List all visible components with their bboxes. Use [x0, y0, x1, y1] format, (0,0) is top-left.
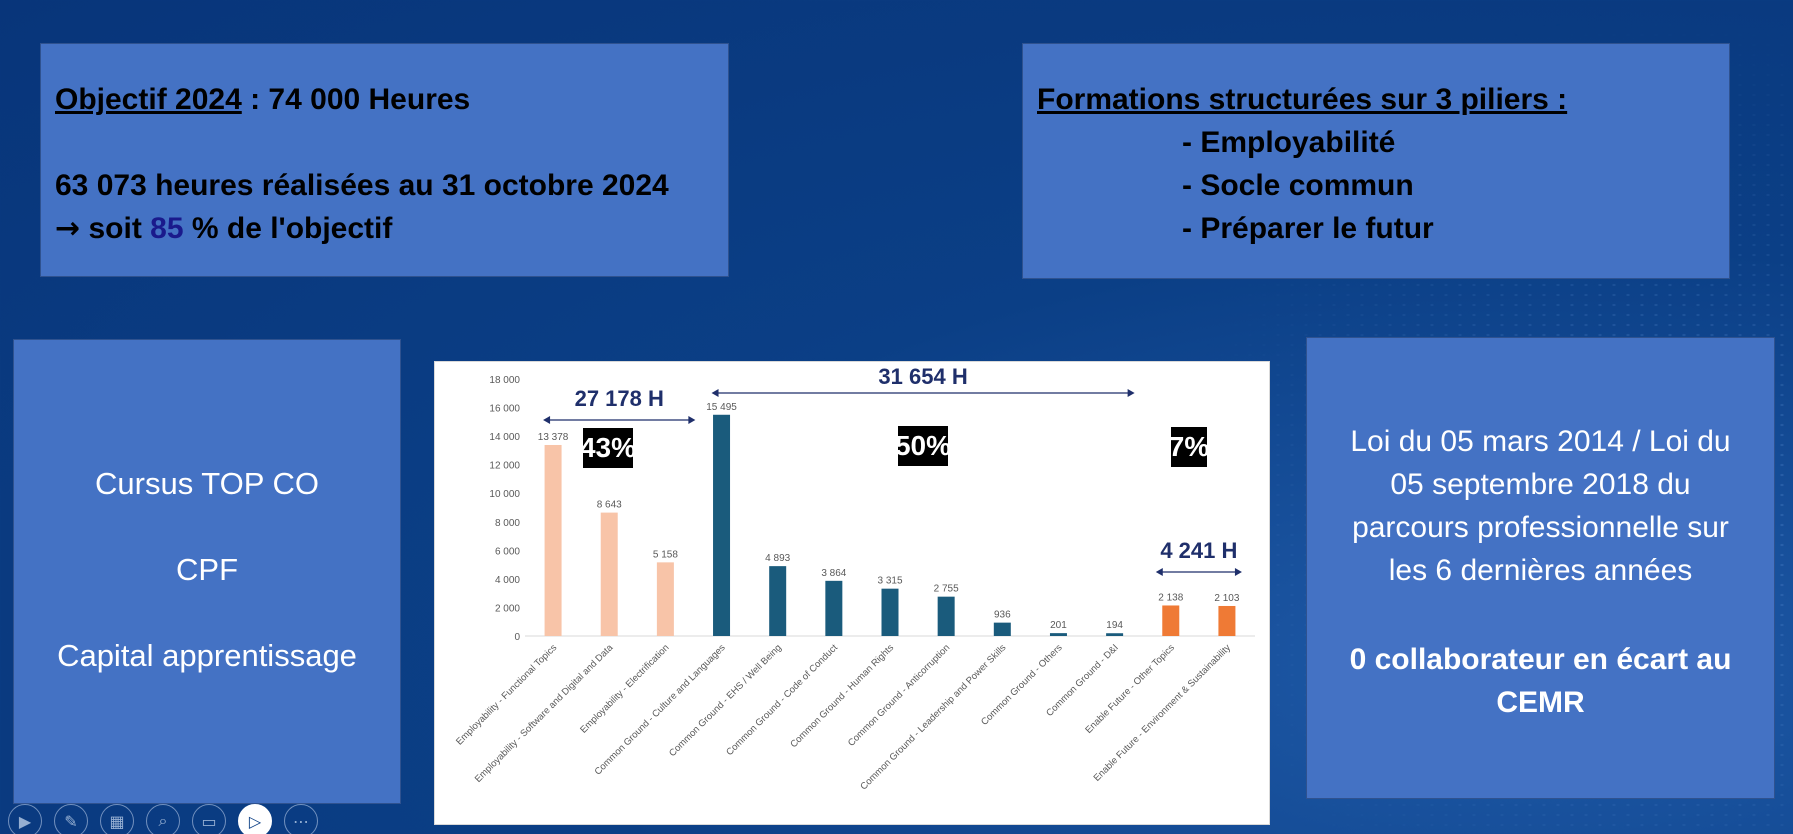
bar-value-label: 4 893: [765, 553, 790, 564]
bar: [1218, 605, 1236, 636]
bar-value-label: 2 138: [1158, 592, 1183, 603]
bar: [1049, 633, 1067, 636]
pen-icon[interactable]: ✎: [54, 804, 88, 834]
category-label: Common Ground - Code of Conduct: [724, 642, 840, 758]
arrow-head-right-icon: [1234, 568, 1242, 576]
percent-badge: [898, 426, 948, 466]
arrow-right-icon: →: [55, 211, 81, 246]
loi-line: 05 septembre 2018 du: [1390, 468, 1691, 501]
bar-value-label: 194: [1106, 620, 1123, 631]
bar: [993, 622, 1011, 636]
percent-badge-label: 50%: [895, 430, 951, 461]
percent-badge: [583, 428, 633, 468]
bar-value-label: 5 158: [653, 549, 678, 560]
bar-value-label: 3 315: [877, 576, 902, 587]
loi-box: Loi du 05 mars 2014 / Loi du 05 septembr…: [1306, 337, 1775, 799]
y-tick-label: 0: [514, 632, 520, 643]
pillar-employability: - Employabilité: [1182, 126, 1396, 159]
objective-title: Objectif 2024 : 74 000 Heures: [55, 78, 728, 121]
chart-svg: 0 2 000 4 000 6 000 8 000 10 000 12 000 14 000 1…: [454, 364, 1255, 792]
category-label: Common Ground - Human Rights: [788, 642, 896, 750]
formations-title: Formations structurées sur 3 piliers :: [1037, 83, 1568, 116]
arrow-head-left-icon: [1155, 568, 1163, 576]
group-total-label: 27 178 H: [575, 386, 664, 411]
objective-box: Objectif 2024 : 74 000 Heures 63 073 heu…: [40, 43, 729, 277]
bar: [544, 444, 562, 636]
objective-percent-value: 85: [150, 212, 184, 245]
category-label: Common Ground - EHS / Well Being: [667, 642, 784, 759]
y-tick-label: 16 000: [489, 404, 520, 415]
cursus-capital-apprentissage: Capital apprentissage: [57, 638, 357, 673]
bar-value-label: 8 643: [597, 500, 622, 511]
training-hours-chart: 0 2 000 4 000 6 000 8 000 10 000 12 000 14 000 1…: [434, 361, 1270, 825]
loi-bold-line: 0 collaborateur en écart au: [1349, 643, 1732, 676]
category-label: Employability - Functional Topics: [454, 642, 559, 747]
bar: [825, 580, 843, 636]
arrow-head-left-icon: [711, 389, 719, 397]
arrow-head-left-icon: [543, 416, 551, 424]
y-tick-label: 18 000: [489, 375, 520, 386]
presentation-toolbar: ▶ ✎ ▦ ⌕ ▭ ▷ ⋯: [8, 804, 318, 834]
more-icon[interactable]: ⋯: [284, 804, 318, 834]
camera-icon[interactable]: ▷: [238, 804, 272, 834]
bar: [1106, 633, 1124, 636]
y-tick-label: 14 000: [489, 432, 520, 443]
bar: [713, 414, 731, 636]
slides-icon[interactable]: ▦: [100, 804, 134, 834]
percent-badge: [1171, 427, 1207, 467]
bar: [769, 566, 787, 636]
y-tick-label: 10 000: [489, 489, 520, 500]
loi-line: Loi du 05 mars 2014 / Loi du: [1350, 425, 1731, 458]
bar-value-label: 2 103: [1214, 593, 1239, 604]
objective-hours-done: 63 073 heures réalisées au 31 octobre 20…: [55, 169, 669, 202]
bar: [881, 588, 899, 636]
y-tick-label: 2 000: [495, 603, 520, 614]
y-tick-label: 8 000: [495, 518, 520, 529]
bar-value-label: 13 378: [538, 432, 569, 443]
bar-value-label: 201: [1050, 620, 1067, 631]
percent-badge-label: 7%: [1169, 431, 1210, 462]
y-tick-label: 4 000: [495, 575, 520, 586]
cursus-box: Cursus TOP CO CPF Capital apprentissage: [13, 339, 401, 804]
objective-title-underlined: Objectif 2024: [55, 83, 242, 116]
y-tick-label: 12 000: [489, 461, 520, 472]
arrow-head-right-icon: [1127, 389, 1135, 397]
formations-box: Formations structurées sur 3 piliers : -…: [1022, 43, 1730, 279]
category-label: Enable Future - Other Topics: [1083, 642, 1177, 736]
spacer: [55, 121, 728, 164]
bar: [937, 596, 955, 636]
objective-title-rest: : 74 000 Heures: [241, 83, 471, 116]
loi-cemr-statement: 0 collaborateur en écart au CEMR: [1317, 638, 1764, 724]
cursus-top-co: Cursus TOP CO: [95, 466, 319, 501]
bar: [656, 562, 674, 636]
group-total-label: 4 241 H: [1160, 538, 1237, 563]
bar: [600, 512, 618, 636]
play-icon[interactable]: ▶: [8, 804, 42, 834]
group-total-label: 31 654 H: [878, 364, 967, 389]
category-label: Common Ground - Anticorruption: [846, 642, 952, 748]
objective-percent-prefix: soit: [80, 212, 151, 245]
loi-text: Loi du 05 mars 2014 / Loi du 05 septembr…: [1317, 420, 1764, 592]
bar: [1162, 605, 1180, 636]
y-tick-label: 6 000: [495, 546, 520, 557]
objective-percent-line: → soit 85 % de l'objectif: [55, 207, 728, 250]
cursus-cpf: CPF: [176, 552, 238, 587]
bar-value-label: 15 495: [706, 402, 737, 413]
percent-badge-label: 43%: [580, 432, 636, 463]
pillar-common-ground: - Socle commun: [1182, 169, 1414, 202]
loi-bold-line: CEMR: [1496, 686, 1585, 719]
zoom-icon[interactable]: ⌕: [146, 804, 180, 834]
bar-value-label: 2 755: [934, 584, 959, 595]
bar-value-label: 3 864: [821, 568, 846, 579]
bar-value-label: 936: [994, 610, 1011, 621]
objective-percent-suffix: % de l'objectif: [183, 212, 393, 245]
loi-line: les 6 dernières années: [1388, 554, 1693, 587]
loi-line: parcours professionnelle sur: [1352, 511, 1729, 544]
subtitles-icon[interactable]: ▭: [192, 804, 226, 834]
arrow-head-right-icon: [688, 416, 696, 424]
pillar-future: - Préparer le futur: [1182, 212, 1434, 245]
